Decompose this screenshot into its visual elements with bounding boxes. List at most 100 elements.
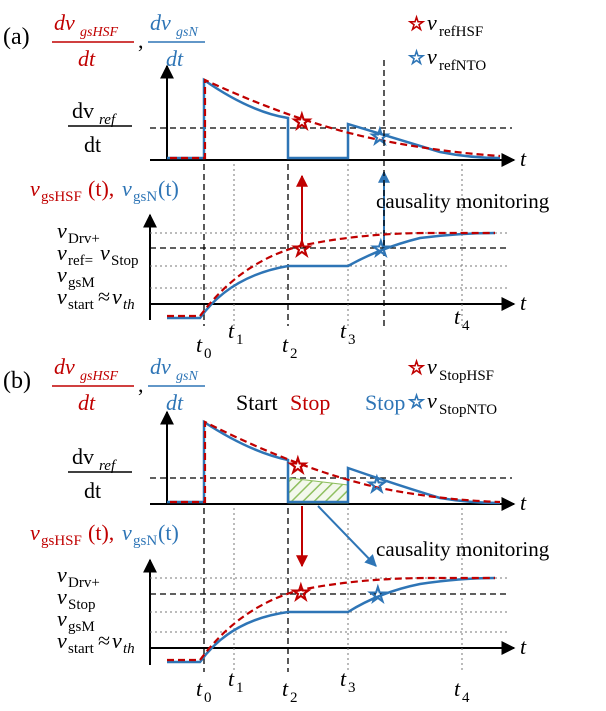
panel-a-bottom-star-blue-icon: ☆ [371,236,391,261]
svg-text:2: 2 [290,690,298,706]
panel-a-top-star-red-icon: ☆ [292,109,312,134]
panel-b-hatched-region [288,477,349,504]
svg-text:v: v [57,584,67,609]
svg-text:dt: dt [166,390,184,415]
svg-text:v: v [30,176,40,201]
svg-text:v: v [57,218,67,243]
svg-text:(t),: (t), [88,520,114,545]
panel-a-bottom-red-curve [167,231,495,318]
svg-text:dt: dt [166,46,184,71]
svg-text:StopNTO: StopNTO [439,402,497,418]
svg-text:th: th [123,297,135,313]
svg-text:dt: dt [84,132,101,157]
panel-a-ylabel-bottom: v gsHSF (t), v gsN (t) [30,176,179,205]
svg-text:≈: ≈ [98,628,110,653]
svg-text:start: start [68,297,95,313]
svg-text:0: 0 [204,690,212,706]
panel-b-top-t-label: t [520,490,527,515]
panel-a-legend-hsf: ☆ v refHSF [408,10,484,40]
panel-b-top-star-red-icon: ☆ [288,453,308,478]
svg-text:v: v [100,240,110,265]
svg-text:t: t [454,304,461,329]
panel-a: (a) dv gsHSF dt , dv gsN dt ☆ v refHSF ☆… [3,10,550,362]
svg-text:(t): (t) [158,176,179,201]
panel-b-arrow-blue [317,505,377,567]
svg-text:(t),: (t), [88,176,114,201]
panel-b-title-nto: dv gsN dt [148,354,205,415]
svg-text:v: v [30,520,40,545]
panel-a-bottom-star-red-icon: ☆ [292,236,312,261]
svg-text:v: v [427,10,437,35]
star-icon: ☆ [408,14,425,35]
panel-b-bottom-red-curve [167,576,495,662]
svg-text:Drv+: Drv+ [68,575,100,591]
svg-text:v: v [57,628,67,653]
svg-text:v: v [57,262,67,287]
panel-a-tick-labels: t 0 t 1 t 2 t 3 t 4 [196,304,470,362]
svg-text:dt: dt [84,478,101,503]
panel-a-legend-nto: ☆ v refNTO [408,44,487,74]
svg-text:gsN: gsN [133,189,157,205]
svg-text:Stop: Stop [111,253,139,269]
svg-text:StopHSF: StopHSF [439,368,494,384]
svg-text:2: 2 [290,346,298,362]
panel-a-tag: (a) [3,24,30,50]
svg-text:4: 4 [462,690,470,706]
svg-text:v: v [427,354,437,379]
panel-b-ylabel-bottom: v gsHSF (t), v gsN (t) [30,520,179,549]
svg-text:v: v [57,284,67,309]
panel-b-stop-blue-label: Stop [365,390,405,415]
svg-text:t: t [196,332,203,357]
svg-text:t: t [340,318,347,343]
svg-text:4: 4 [462,318,470,334]
panel-b-ylabel-top: dv ref dt [68,444,132,503]
svg-text:gsN: gsN [133,533,157,549]
svg-text:gsM: gsM [68,275,95,291]
panel-b-title-sep: , [138,372,144,397]
svg-text:(t): (t) [158,520,179,545]
svg-text:1: 1 [236,680,244,696]
panel-a-top-red-curve [170,78,501,160]
svg-text:3: 3 [348,680,356,696]
svg-text:dv: dv [150,354,171,379]
panel-a-ylabel-top: dv ref dt [68,98,132,157]
panel-b-level-labels: v Drv+ v Stop v gsM v start ≈ v th [57,562,135,657]
svg-text:v: v [57,562,67,587]
star-icon: ☆ [408,48,425,69]
svg-text:gsHSF: gsHSF [80,369,119,384]
svg-text:t: t [454,676,461,701]
panel-b-tick-labels: t 0 t 1 t 2 t 3 t 4 [196,666,470,706]
panel-a-title-hsf: dv gsHSF dt [52,10,134,71]
star-icon: ☆ [408,392,425,413]
panel-b-start-label: Start [236,390,278,415]
svg-text:v: v [427,388,437,413]
svg-text:Stop: Stop [68,597,96,613]
svg-text:v: v [57,606,67,631]
panel-b-bottom-blue-curve [167,576,496,664]
svg-text:dt: dt [78,46,96,71]
panel-b-bottom-t-label: t [520,634,527,659]
svg-text:t: t [228,318,235,343]
panel-b-stop-red-label: Stop [290,390,330,415]
svg-text:t: t [282,676,289,701]
svg-text:gsHSF: gsHSF [41,189,82,205]
panel-b-legend-hsf: ☆ v StopHSF [408,354,495,384]
svg-text:v: v [122,176,132,201]
svg-text:3: 3 [348,332,356,348]
svg-text:gsN: gsN [176,369,198,384]
svg-text:dv: dv [72,98,94,123]
svg-text:t: t [282,332,289,357]
svg-text:th: th [123,641,135,657]
svg-text:ref: ref [99,112,117,128]
panel-a-bottom-t-label: t [520,290,527,315]
panel-a-title-nto: dv gsN dt [148,10,205,71]
svg-text:v: v [122,520,132,545]
svg-text:dt: dt [78,390,96,415]
panel-a-bottom-blue-curve [167,231,496,320]
panel-a-title-sep: , [138,28,144,53]
svg-text:v: v [57,240,67,265]
panel-a-causality-label: causality monitoring [376,189,550,213]
panel-b-top-blue-curve [167,419,501,505]
svg-text:v: v [112,628,122,653]
